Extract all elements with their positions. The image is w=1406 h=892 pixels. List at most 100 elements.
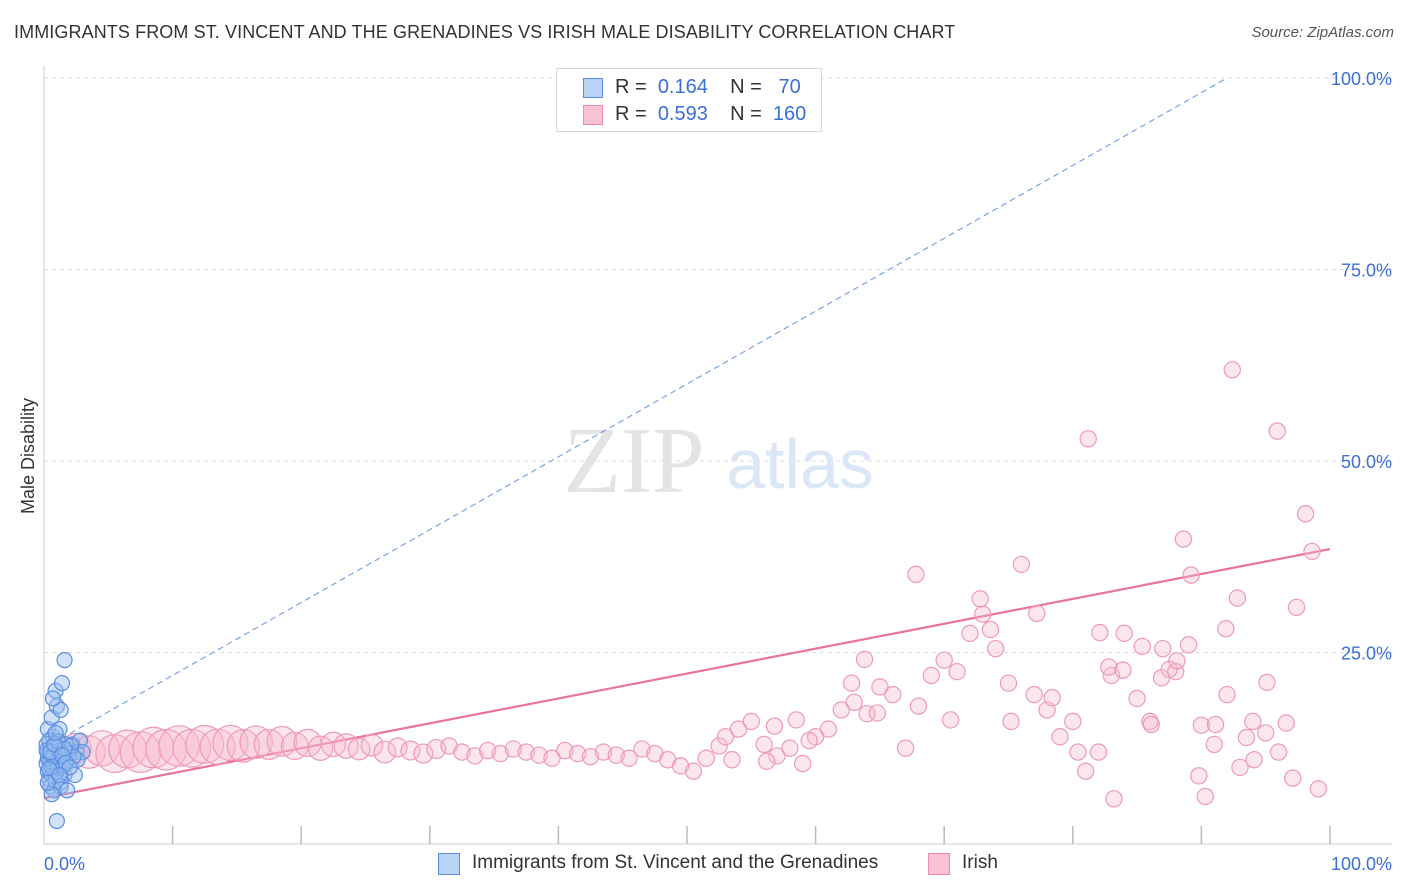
irish-point <box>781 739 799 757</box>
irish-point <box>1142 715 1160 734</box>
irish-point <box>1309 780 1328 798</box>
svg-point <box>39 774 56 791</box>
irish-point <box>581 747 600 766</box>
irish-point <box>935 651 953 669</box>
irish-point <box>948 662 966 681</box>
y-tick-label: 25.0% <box>1341 644 1392 664</box>
svg-point <box>47 724 64 742</box>
irish-point <box>1228 589 1247 607</box>
irish-point <box>1091 623 1109 642</box>
irish-point <box>607 746 625 764</box>
irish-point <box>1192 716 1211 734</box>
irish-point <box>697 749 715 767</box>
bottom-legend-label-irish: Irish <box>962 852 998 873</box>
irish-point <box>999 674 1018 692</box>
irish-point <box>1287 598 1306 617</box>
irish-point <box>1002 712 1020 731</box>
irish-point <box>373 740 397 764</box>
irish-point <box>716 728 735 746</box>
tick-labels: 25.0% 50.0% 75.0% 100.0% 0.0% 100.0% <box>44 69 1392 874</box>
irish-point <box>787 711 806 729</box>
irish-point <box>794 754 812 773</box>
y-tick-label: 75.0% <box>1341 261 1392 281</box>
irish-point <box>1190 767 1208 785</box>
bottom-legend-swatch-pink <box>928 853 950 875</box>
irish-point <box>1012 555 1031 574</box>
irish-point <box>491 744 510 763</box>
svg-point <box>56 652 73 669</box>
y-axis-label: Male Disability <box>18 398 38 514</box>
irish-point <box>729 720 748 738</box>
svg-trend-line <box>43 77 1228 749</box>
irish-point <box>981 620 1000 639</box>
irish-point <box>1303 542 1321 561</box>
irish-point <box>907 565 925 584</box>
irish-point <box>742 712 761 731</box>
irish-point <box>723 751 741 769</box>
irish-point <box>1196 787 1214 806</box>
irish-point <box>768 747 786 765</box>
legend-n-label: N = <box>730 103 762 125</box>
irish-point <box>855 650 874 669</box>
irish-point <box>1076 762 1095 780</box>
irish-point <box>360 733 384 757</box>
irish-point <box>413 743 434 764</box>
irish-point <box>1223 361 1241 379</box>
irish-point <box>1244 712 1262 731</box>
irish-point <box>1064 712 1082 731</box>
irish-point <box>556 741 574 760</box>
irish-point <box>871 678 889 696</box>
irish-point <box>1174 530 1193 548</box>
irish-point <box>1115 624 1133 643</box>
irish-point <box>530 746 548 764</box>
irish-point <box>922 666 941 685</box>
irish-point <box>199 728 236 765</box>
y-tick-label: 50.0% <box>1341 452 1392 472</box>
irish-point <box>971 590 989 608</box>
irish-point <box>1100 658 1118 676</box>
legend-n-label: N = <box>730 76 762 98</box>
irish-point <box>400 740 421 761</box>
irish-point <box>1205 735 1223 754</box>
irish-point <box>832 701 851 719</box>
irish-point <box>1079 430 1097 448</box>
irish-point <box>466 747 484 765</box>
irish-point <box>758 752 776 770</box>
gridlines <box>44 77 1392 653</box>
irish-point <box>800 731 818 750</box>
legend-r-value-irish: 0.593 <box>657 103 708 125</box>
irish-point <box>568 744 587 763</box>
source-credit: Source: ZipAtlas.com <box>1251 24 1394 41</box>
irish-point <box>941 711 960 729</box>
irish-point <box>986 639 1005 658</box>
watermark-zip: ZIP <box>564 409 705 513</box>
irish-trend-line <box>43 548 1331 800</box>
bottom-legend-swatch-blue <box>438 853 460 875</box>
irish-point <box>961 624 979 643</box>
bottom-legend-label-svg: Immigrants from St. Vincent and the Gren… <box>472 852 879 873</box>
trend-lines <box>43 77 1331 800</box>
irish-point <box>1182 566 1200 584</box>
x-tick-label: 0.0% <box>44 854 85 874</box>
legend-r-value-svg: 0.164 <box>657 76 708 98</box>
irish-point <box>504 740 523 758</box>
axes <box>43 66 1392 845</box>
legend-n-value-svg: 70 <box>778 76 801 98</box>
irish-point <box>1051 728 1069 746</box>
irish-point <box>347 737 371 761</box>
irish-point <box>1133 637 1151 656</box>
irish-point <box>1258 673 1276 692</box>
irish-point <box>1256 724 1275 742</box>
irish-point <box>868 704 887 722</box>
correlation-legend: R = 0.164 N = 70 R = 0.593 N = 160 <box>556 68 822 132</box>
irish-point <box>1268 422 1286 440</box>
irish-point <box>517 743 535 761</box>
irish-point <box>253 728 285 760</box>
irish-point <box>819 720 838 738</box>
svg-point <box>53 747 71 764</box>
svg-point <box>44 690 62 707</box>
legend-r-label: R = <box>615 103 647 125</box>
irish-point <box>594 743 613 761</box>
irish-points <box>49 361 1328 808</box>
